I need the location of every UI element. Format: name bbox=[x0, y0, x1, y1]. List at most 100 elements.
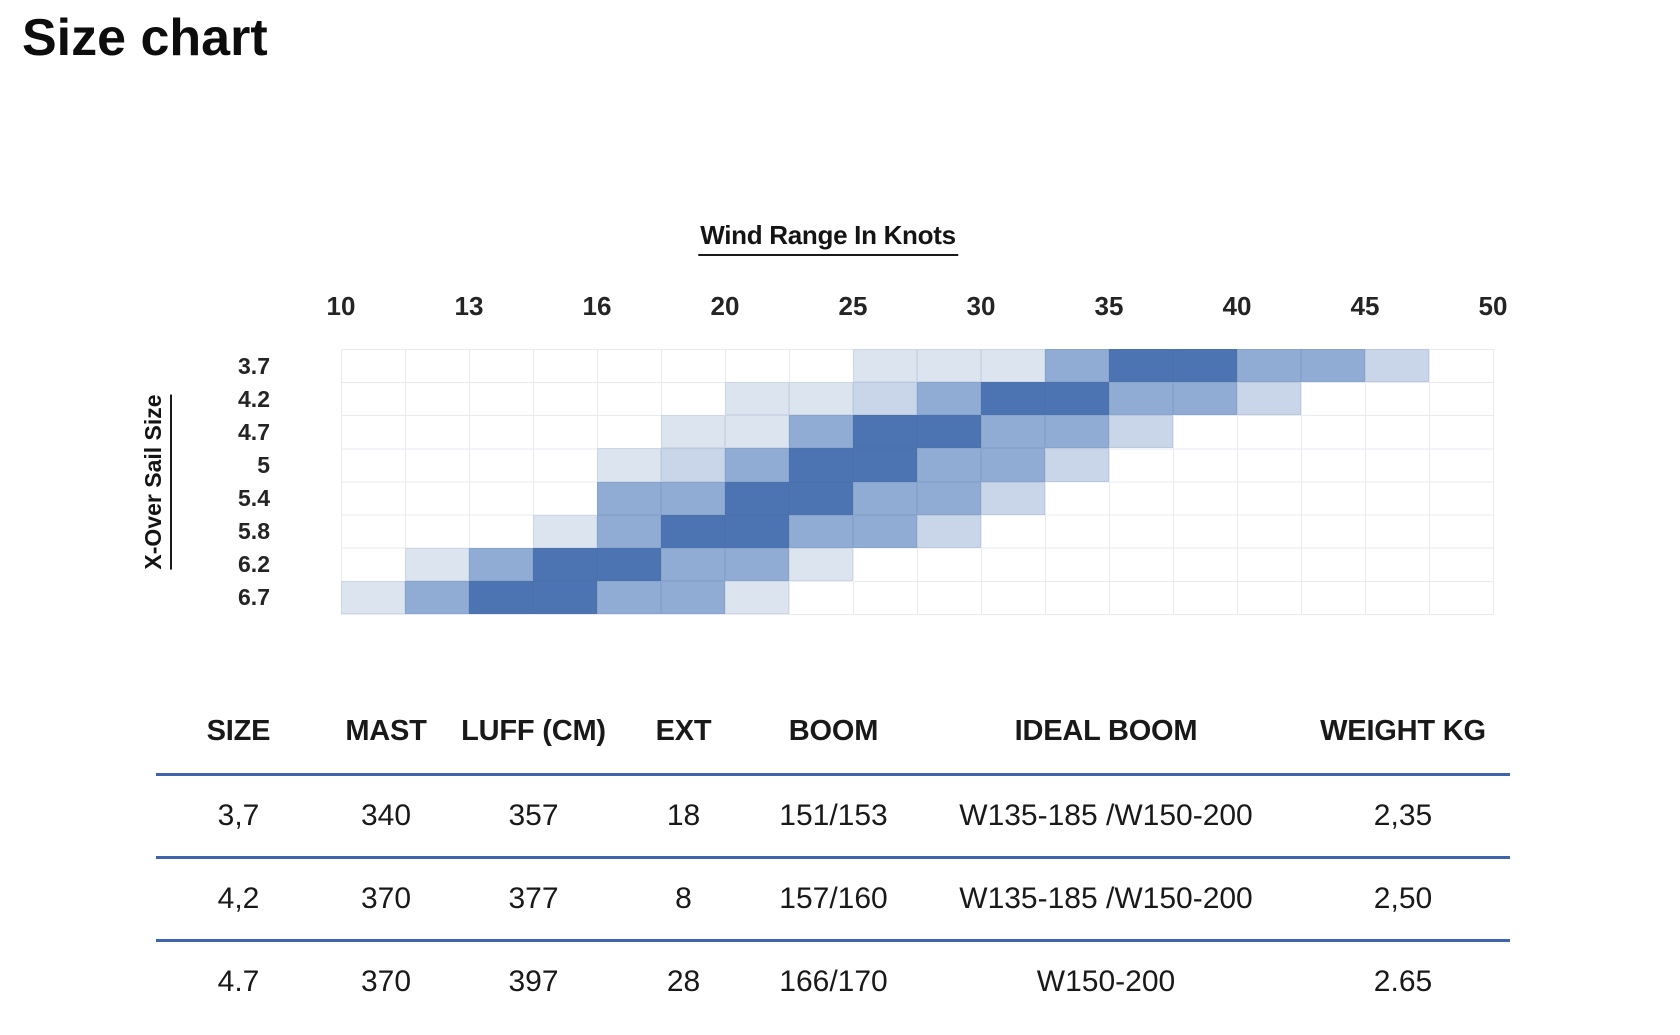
heatmap-cell bbox=[1237, 349, 1301, 383]
x-axis-tick-label: 10 bbox=[326, 291, 356, 321]
y-axis-tick-label: 4.7 bbox=[238, 418, 270, 445]
heatmap-cell bbox=[917, 481, 981, 515]
table-cell: 370 bbox=[360, 882, 412, 915]
table-cell: 340 bbox=[360, 799, 412, 832]
table-divider bbox=[156, 856, 1510, 859]
table-cell: 2,35 bbox=[1373, 799, 1433, 832]
heatmap-cell bbox=[981, 382, 1045, 416]
heatmap-cell bbox=[1173, 349, 1237, 383]
y-axis-tick-label: 3.7 bbox=[238, 352, 270, 379]
table-row: 4,2 370 377 8 157/160 W135-185 /W150-200 2,50 bbox=[156, 859, 1510, 939]
heatmap-cell bbox=[661, 547, 725, 581]
table-row: 4.7 370 397 28 166/170 W150-200 2.65 bbox=[156, 942, 1510, 1022]
heatmap-cell bbox=[789, 415, 853, 449]
heatmap-cell bbox=[533, 547, 597, 581]
table-header-cell: MAST bbox=[345, 715, 427, 747]
heatmap-cell bbox=[725, 580, 789, 614]
table-cell: W135-185 /W150-200 bbox=[959, 882, 1253, 915]
heatmap-cell bbox=[533, 580, 597, 614]
heatmap-cell bbox=[1109, 382, 1173, 416]
heatmap-cell bbox=[597, 448, 661, 482]
table-cell: 28 bbox=[666, 965, 701, 998]
table-header-cell: IDEAL BOOM bbox=[1014, 715, 1198, 747]
table-cell: 4.7 bbox=[217, 965, 260, 998]
table-cell: 18 bbox=[666, 799, 701, 832]
heatmap-cell bbox=[853, 514, 917, 548]
heatmap-cell bbox=[917, 448, 981, 482]
heatmap-cell bbox=[1109, 349, 1173, 383]
heatmap-cell bbox=[1365, 349, 1429, 383]
table-cell: 151/153 bbox=[779, 799, 888, 832]
table-header-cell: LUFF (CM) bbox=[461, 715, 606, 747]
table-cell: 370 bbox=[360, 965, 412, 998]
heatmap-cell bbox=[1045, 382, 1109, 416]
heatmap-cell bbox=[917, 349, 981, 383]
table-cell: W150-200 bbox=[1036, 965, 1176, 998]
heatmap-cell bbox=[533, 514, 597, 548]
x-axis-tick-label: 13 bbox=[454, 291, 484, 321]
heatmap-cell bbox=[789, 448, 853, 482]
heatmap-cell bbox=[469, 547, 533, 581]
heatmap-cell bbox=[661, 448, 725, 482]
heatmap-cell bbox=[917, 382, 981, 416]
heatmap-cell bbox=[789, 382, 853, 416]
table-row: 3,7 340 357 18 151/153 W135-185 /W150-200 2,35 bbox=[156, 776, 1510, 856]
table-cell: 2,50 bbox=[1373, 882, 1433, 915]
heatmap-cell bbox=[789, 481, 853, 515]
heatmap-cell bbox=[981, 349, 1045, 383]
table-cell: 166/170 bbox=[779, 965, 888, 998]
page-title: Size chart bbox=[22, 9, 268, 67]
y-axis-title: X-Over Sail Size bbox=[140, 394, 172, 570]
heatmap-cell bbox=[661, 415, 725, 449]
heatmap-cell bbox=[981, 415, 1045, 449]
x-axis-tick-label: 16 bbox=[582, 291, 612, 321]
heatmap-cell bbox=[597, 580, 661, 614]
table-cell: 4,2 bbox=[217, 882, 260, 915]
heatmap-cell bbox=[1045, 448, 1109, 482]
heatmap-cell bbox=[341, 580, 405, 614]
table-cell: 3,7 bbox=[217, 799, 260, 832]
heatmap-cell bbox=[597, 547, 661, 581]
x-axis-tick-label: 50 bbox=[1478, 291, 1508, 321]
heatmap-cell bbox=[1237, 382, 1301, 416]
table-cell: 357 bbox=[508, 799, 559, 832]
x-axis-tick-label: 25 bbox=[838, 291, 868, 321]
heatmap-cell bbox=[405, 547, 469, 581]
heatmap-cell bbox=[853, 448, 917, 482]
heatmap-grid bbox=[341, 349, 1494, 615]
heatmap-cell bbox=[1045, 415, 1109, 449]
heatmap-cell bbox=[661, 514, 725, 548]
heatmap-cell bbox=[725, 382, 789, 416]
heatmap-cell bbox=[1301, 349, 1365, 383]
heatmap-cell bbox=[1109, 415, 1173, 449]
heatmap-cell bbox=[789, 514, 853, 548]
heatmap-cell bbox=[725, 415, 789, 449]
heatmap-cell bbox=[789, 547, 853, 581]
table-divider bbox=[156, 939, 1510, 942]
table-cell: 397 bbox=[508, 965, 559, 998]
table-header-cell: EXT bbox=[655, 715, 712, 747]
heatmap-cell bbox=[853, 349, 917, 383]
table-cell: 8 bbox=[675, 882, 692, 915]
x-axis-tick-label: 35 bbox=[1094, 291, 1124, 321]
heatmap-cell bbox=[1045, 349, 1109, 383]
x-axis-tick-label: 40 bbox=[1222, 291, 1252, 321]
heatmap-cell bbox=[725, 448, 789, 482]
table-cell: 157/160 bbox=[779, 882, 888, 915]
heatmap-cell bbox=[981, 448, 1045, 482]
heatmap-cell bbox=[469, 580, 533, 614]
heatmap-cell bbox=[725, 514, 789, 548]
table-cell: 2.65 bbox=[1373, 965, 1433, 998]
spec-table: SIZE MAST LUFF (CM) EXT BOOM IDEAL BOOM WEIGHT… bbox=[156, 690, 1510, 1022]
heatmap-cell bbox=[725, 481, 789, 515]
heatmap-cell bbox=[853, 382, 917, 416]
y-axis-tick-label: 4.2 bbox=[238, 385, 270, 412]
heatmap-cell bbox=[405, 580, 469, 614]
heatmap-cell bbox=[917, 415, 981, 449]
heatmap-cell bbox=[1173, 382, 1237, 416]
heatmap-cell bbox=[917, 514, 981, 548]
y-axis-tick-label: 6.2 bbox=[238, 551, 270, 578]
heatmap-cell bbox=[597, 514, 661, 548]
heatmap-cell bbox=[853, 415, 917, 449]
